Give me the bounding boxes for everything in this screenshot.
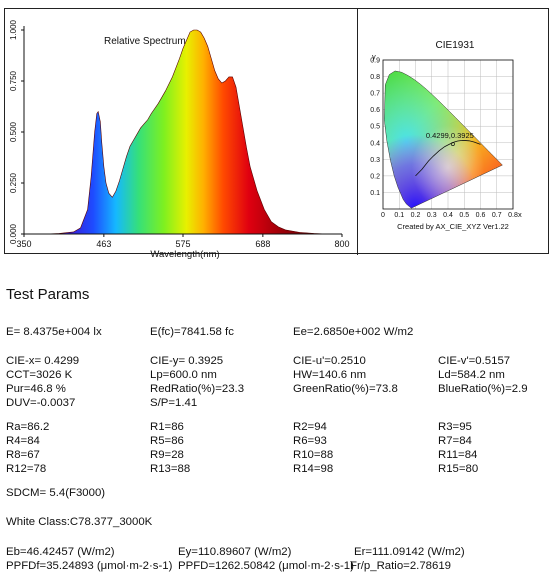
param-r1: R1=86 <box>150 421 184 433</box>
cie-y-tick-label: 0.3 <box>370 157 380 164</box>
param-duv: DUV=-0.0037 <box>6 397 76 409</box>
cie-y-tick-label: 0.8 <box>370 74 380 81</box>
cie-plot-border <box>382 59 514 210</box>
param-er: Er=111.09142 (W/m2) <box>354 546 465 558</box>
param-green-ratio: GreenRatio(%)=73.8 <box>293 383 398 395</box>
spectrum-x-axis-label: Wavelength(nm) <box>150 249 219 260</box>
cie-x-tick-label: 0 <box>381 212 385 219</box>
param-r4: R4=84 <box>6 435 40 447</box>
spectrum-x-tick-label: 800 <box>334 239 349 249</box>
spectrum-y-tick-label: 1.000 <box>9 19 18 40</box>
param-r7: R7=84 <box>438 435 472 447</box>
param-blue-ratio: BlueRatio(%)=2.9 <box>438 383 528 395</box>
param-eb: Eb=46.42457 (W/m2) <box>6 546 115 558</box>
param-cct: CCT=3026 K <box>6 369 73 381</box>
cie-x-tick-label: 0.1 <box>394 212 404 219</box>
cie-x-tick-label: 0.7 <box>492 212 502 219</box>
cie-x-tick-label: 0.2 <box>411 212 421 219</box>
param-cie-y: CIE-y= 0.3925 <box>150 355 224 367</box>
param-sdcm: SDCM= 5.4(F3000) <box>6 487 106 499</box>
spectrum-area <box>45 30 328 234</box>
spectrum-x-tick-label: 463 <box>96 239 111 249</box>
spectrum-x-tick-label: 688 <box>255 239 270 249</box>
param-white-class: White Class:C78.377_3000K <box>6 516 153 528</box>
cie-y-axis-label: y <box>372 52 376 61</box>
param-peak-wavelength: Lp=600.0 nm <box>150 369 217 381</box>
spectrum-x-tick-label: 575 <box>175 239 190 249</box>
param-r8: R8=67 <box>6 449 40 461</box>
cie1931-chart: CIE1931 0.4299,0.3925 0 0.1 0.2 0.3 0.4 0.5 0.… <box>370 40 522 231</box>
param-illuminance-fc: E(fc)=7841.58 fc <box>150 326 234 338</box>
param-r11: R11=84 <box>438 449 478 461</box>
param-dominant-wavelength: Ld=584.2 nm <box>438 369 505 381</box>
param-half-width: HW=140.6 nm <box>293 369 367 381</box>
spectrum-y-tick-label: 0.250 <box>9 172 18 193</box>
cie-x-tick-label: 0.3 <box>427 212 437 219</box>
spectrum-y-tick-label: 0.750 <box>9 70 18 91</box>
chromaticity-point-label: 0.4299,0.3925 <box>426 131 474 140</box>
param-fr-ratio: Fr/p_Ratio=2.78619 <box>350 560 452 572</box>
chromaticity-point <box>450 142 455 146</box>
param-illuminance: E= 8.4375e+004 lx <box>6 326 102 338</box>
cie-y-tick-label: 0.6 <box>370 107 380 114</box>
param-r15: R15=80 <box>438 463 479 475</box>
cie-spectral-locus <box>384 70 503 209</box>
param-purity: Pur=46.8 % <box>6 383 66 395</box>
param-cie-v: CIE-v'=0.5157 <box>438 355 511 367</box>
param-ppfdf: PPFDf=35.24893 (μmol·m-2·s-1) <box>6 560 173 572</box>
param-r3: R3=95 <box>438 421 472 433</box>
param-ra: Ra=86.2 <box>6 421 50 433</box>
param-r10: R10=88 <box>293 449 334 461</box>
param-ppfd: PPFD=1262.50842 (μmol·m-2·s-1) <box>178 560 354 572</box>
cie-y-tick-label: 0.1 <box>370 190 380 197</box>
charts-frame <box>4 8 549 255</box>
cie-y-tick-label: 0.5 <box>370 124 380 131</box>
cie-x-tick-label: 0.5 <box>459 212 469 219</box>
cie-x-tick-label: 0.6 <box>476 212 486 219</box>
spectrum-title: Relative Spectrum <box>104 36 186 47</box>
param-r12: R12=78 <box>6 463 47 475</box>
param-sp: S/P=1.41 <box>150 397 198 409</box>
spectrum-y-tick-label: 0.500 <box>9 121 18 142</box>
param-irradiance: Ee=2.6850e+002 W/m2 <box>293 326 414 338</box>
param-red-ratio: RedRatio(%)=23.3 <box>150 383 245 395</box>
relative-spectrum-chart: Relative Spectrum 350 463 575 688 800 0.000 0… <box>9 19 350 260</box>
cie-title: CIE1931 <box>436 40 475 51</box>
cie-x-tick-label: 0.4 <box>443 212 453 219</box>
param-r2: R2=94 <box>293 421 327 433</box>
param-ey: Ey=110.89607 (W/m2) <box>178 546 292 558</box>
param-r14: R14=98 <box>293 463 334 475</box>
charts-divider <box>357 9 358 255</box>
cie-y-tick-label: 0.7 <box>370 91 380 98</box>
cie-y-tick-label: 0.2 <box>370 173 380 180</box>
cie-x-axis-label: x <box>518 210 522 219</box>
param-cie-x: CIE-x= 0.4299 <box>6 355 80 367</box>
cie-y-tick-label: 0.4 <box>370 140 380 147</box>
param-r13: R13=88 <box>150 463 191 475</box>
spectrum-y-tick-label: 0.000 <box>9 223 18 244</box>
param-r9: R9=28 <box>150 449 184 461</box>
cie-x-tick-label: 0.8 <box>508 212 518 219</box>
param-r5: R5=86 <box>150 435 184 447</box>
spectrum-outline <box>45 29 328 235</box>
test-params-title: Test Params <box>6 286 90 303</box>
spectrum-x-tick-label: 350 <box>16 239 31 249</box>
param-r6: R6=93 <box>293 435 327 447</box>
cie-caption: Created by AX_CIE_XYZ Ver1.22 <box>397 222 509 231</box>
param-cie-u: CIE-u'=0.2510 <box>293 355 366 367</box>
cie-y-tick-label: 0.9 <box>370 58 380 65</box>
